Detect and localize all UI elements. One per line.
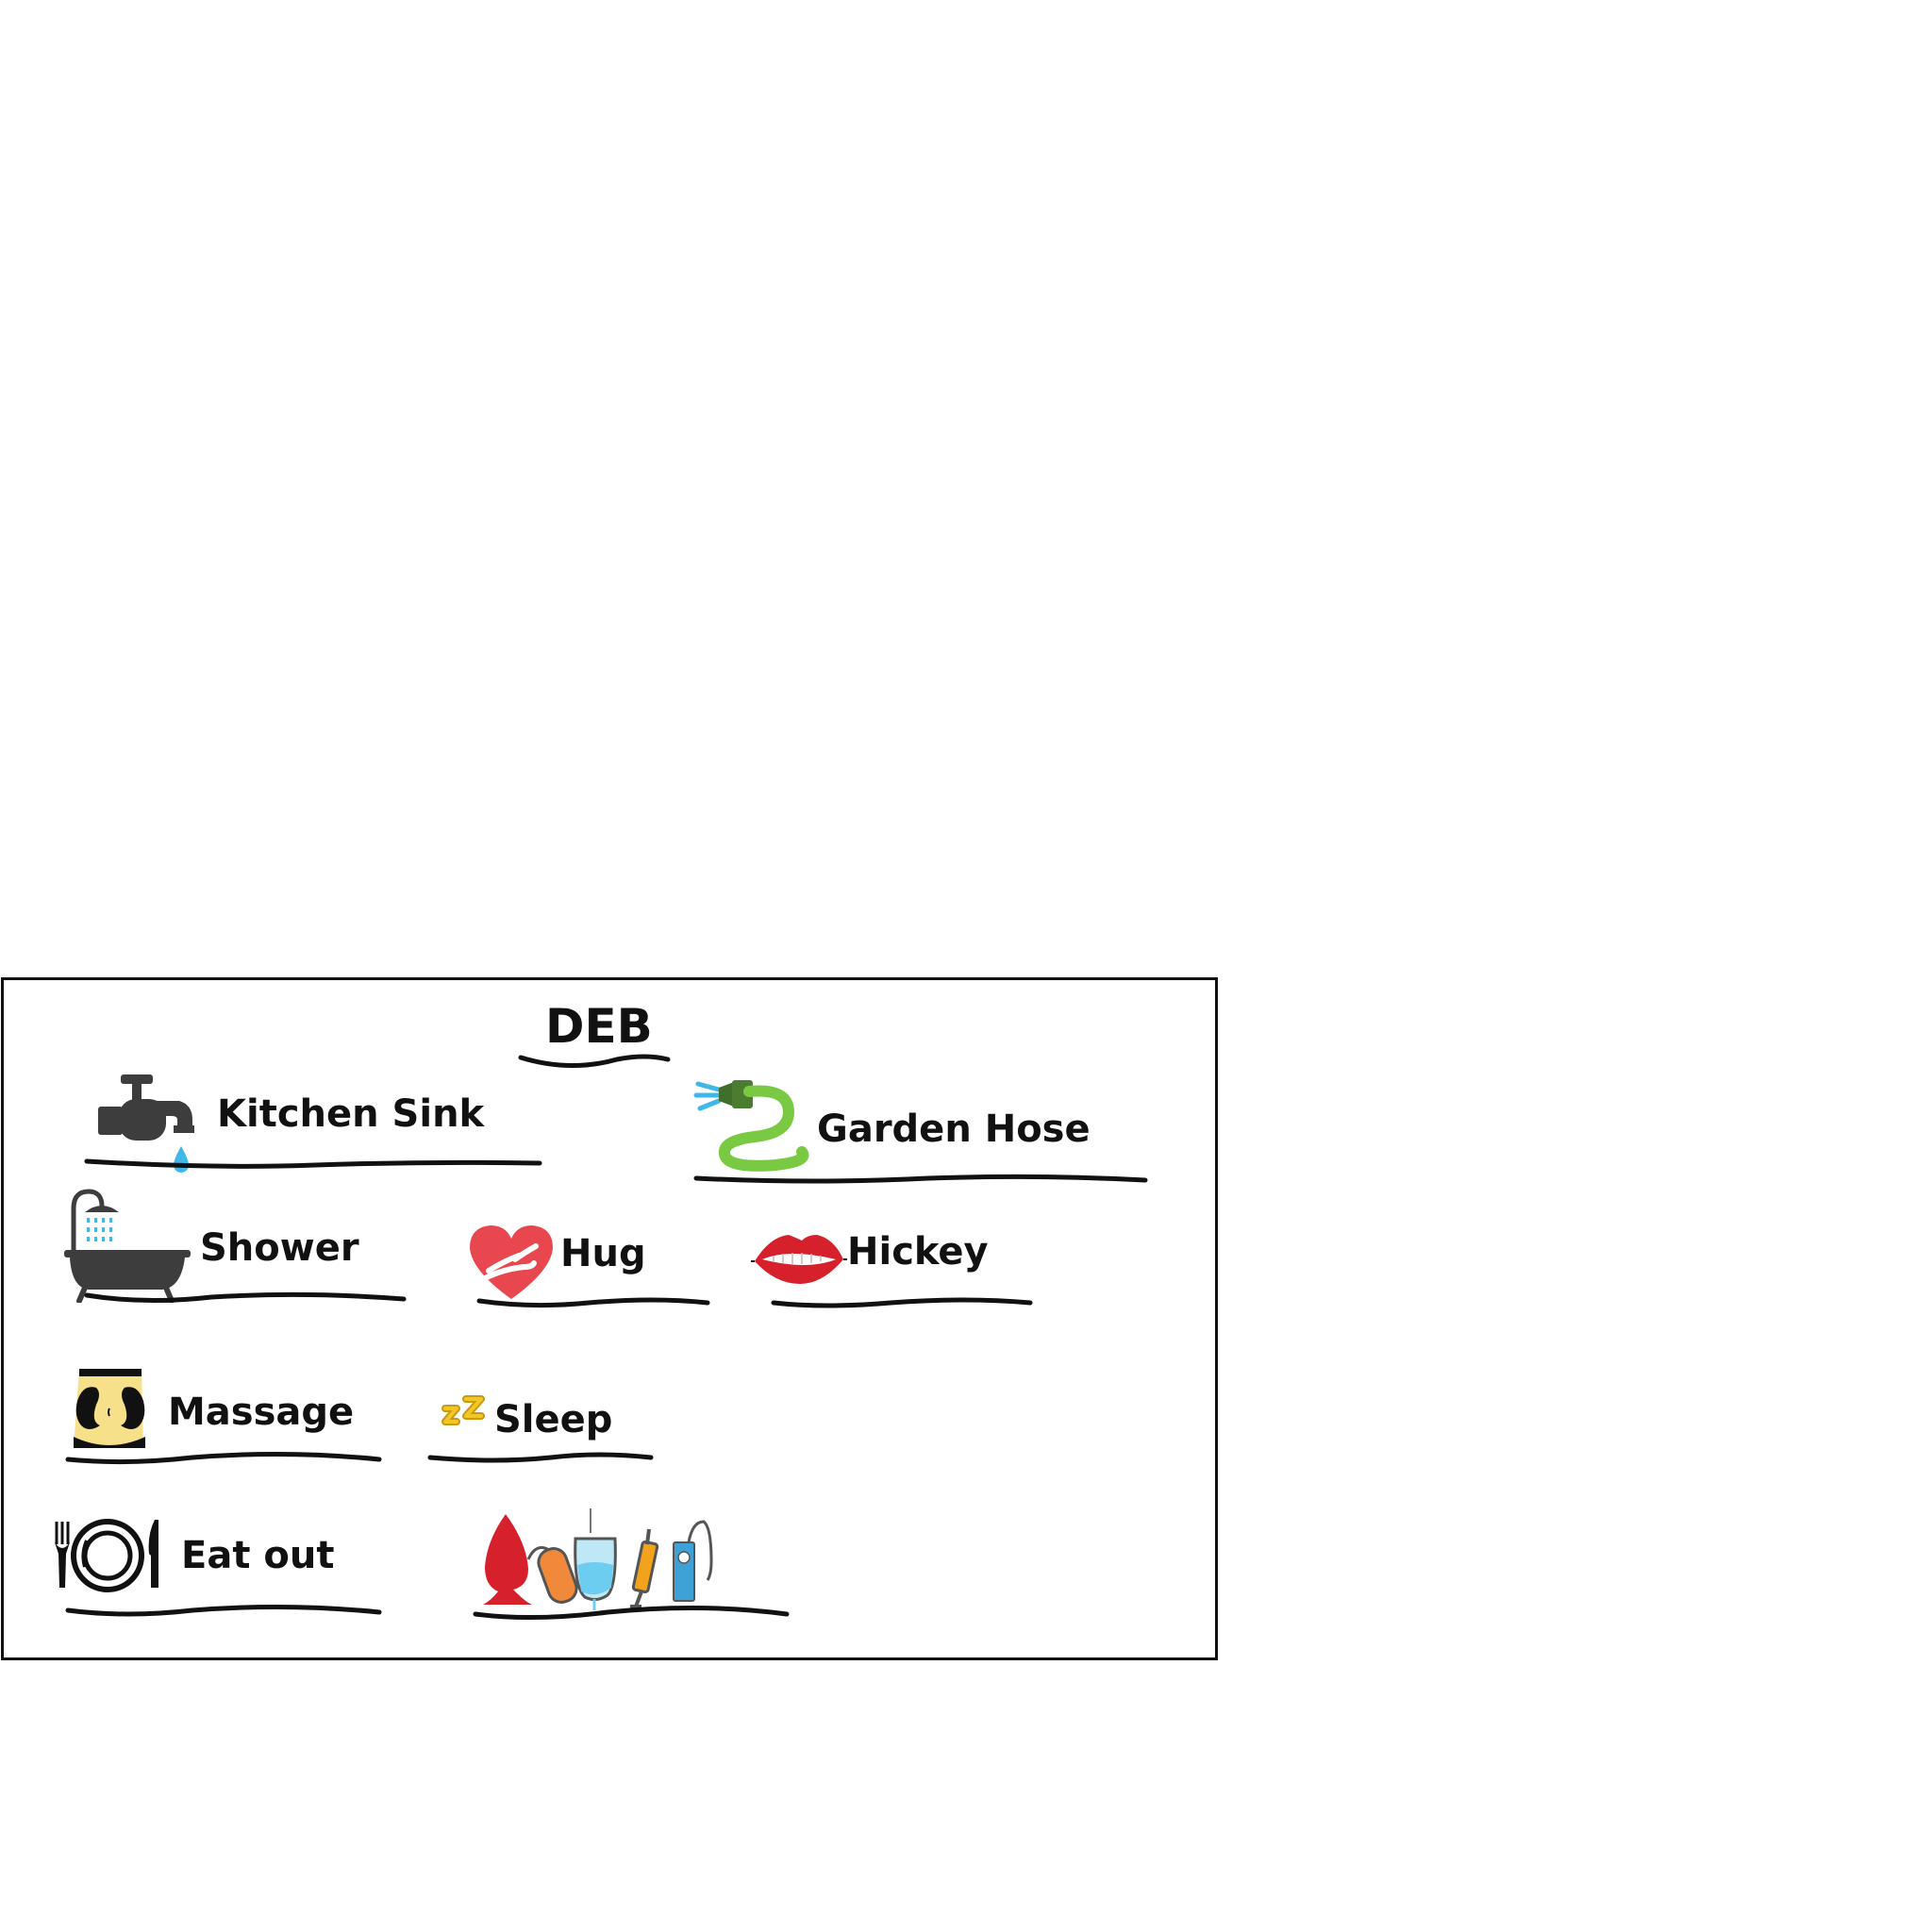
- label-shower: Shower: [200, 1226, 359, 1270]
- anal-toys-enema-icon: [483, 1508, 713, 1610]
- underline-massage: [65, 1451, 382, 1465]
- underline-shower: [84, 1291, 407, 1304]
- faucet-icon: [98, 1074, 194, 1173]
- massage-hands-icon: [74, 1369, 145, 1448]
- label-hug: Hug: [560, 1232, 646, 1275]
- diagram-board: DEB Kitchen Sink Garden Hose: [1, 977, 1218, 1660]
- underline-hickey: [771, 1297, 1033, 1308]
- underline-kitchen-sink: [84, 1158, 542, 1169]
- heart-hug-icon: [470, 1225, 553, 1299]
- label-hickey: Hickey: [847, 1230, 989, 1274]
- label-kitchen-sink: Kitchen Sink: [217, 1092, 485, 1136]
- bathtub-shower-icon: [64, 1189, 191, 1303]
- label-eat-out: Eat out: [181, 1534, 335, 1577]
- underline-toys: [473, 1605, 790, 1621]
- zzz-icon: [441, 1395, 485, 1425]
- plate-fork-knife-icon: [55, 1519, 158, 1592]
- label-garden-hose: Garden Hose: [817, 1108, 1091, 1151]
- label-massage: Massage: [168, 1391, 355, 1434]
- lips-bite-icon: [751, 1235, 847, 1284]
- underline-garden-hose: [693, 1174, 1148, 1184]
- title-underline: [518, 1054, 671, 1069]
- underline-hug: [476, 1297, 710, 1308]
- underline-eat-out: [65, 1604, 382, 1617]
- underline-sleep: [427, 1452, 654, 1463]
- garden-hose-icon: [693, 1080, 809, 1172]
- board-title: DEB: [545, 999, 653, 1054]
- label-sleep: Sleep: [494, 1398, 613, 1441]
